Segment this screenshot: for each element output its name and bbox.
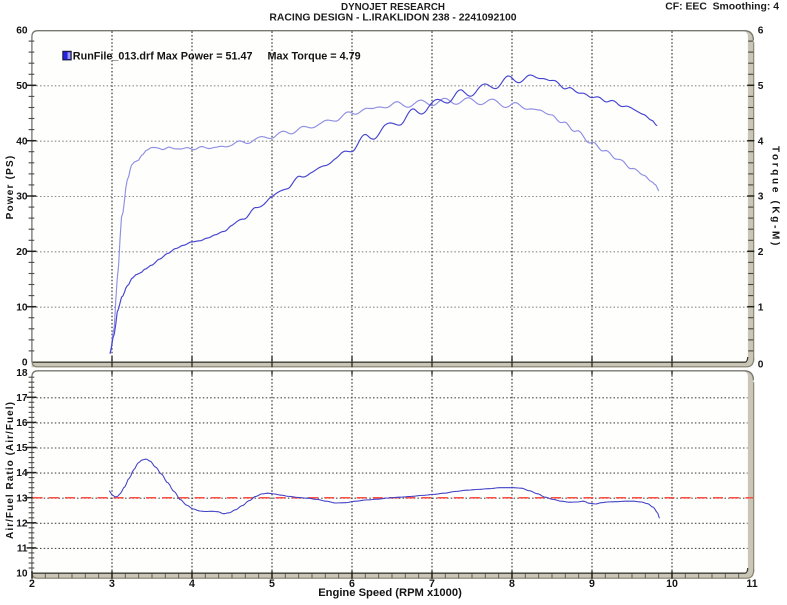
svg-text:4: 4	[758, 136, 764, 147]
svg-text:2: 2	[758, 247, 764, 258]
svg-text:Engine Speed (RPM x1000): Engine Speed (RPM x1000)	[318, 587, 462, 599]
svg-text:0: 0	[758, 360, 764, 371]
svg-text:Air/Fuel Ratio (Air/Fuel): Air/Fuel Ratio (Air/Fuel)	[5, 401, 16, 539]
svg-text:11: 11	[17, 544, 28, 555]
svg-text:3: 3	[109, 578, 115, 590]
svg-text:10: 10	[16, 569, 28, 580]
svg-text:5: 5	[758, 81, 764, 92]
svg-text:50: 50	[16, 81, 28, 92]
svg-text:5: 5	[269, 578, 275, 590]
svg-text:12: 12	[16, 518, 28, 529]
svg-text:3: 3	[758, 192, 764, 203]
svg-text:2: 2	[29, 578, 35, 590]
svg-text:17: 17	[16, 393, 28, 404]
svg-text:RunFile_013.drf Max Power = 51: RunFile_013.drf Max Power = 51.47	[73, 51, 253, 63]
svg-text:15: 15	[16, 443, 28, 454]
svg-text:10: 10	[666, 578, 678, 590]
svg-text:20: 20	[16, 247, 28, 258]
svg-text:DYNOJET RESEARCH: DYNOJET RESEARCH	[341, 2, 445, 13]
svg-text:Torque (Kg-M): Torque (Kg-M)	[770, 146, 781, 248]
svg-text:14: 14	[16, 468, 28, 479]
svg-text:6: 6	[758, 26, 764, 37]
svg-text:Power (PS): Power (PS)	[5, 155, 16, 220]
svg-text:CF: EEC Smoothing: 4: CF: EEC Smoothing: 4	[665, 2, 779, 13]
svg-text:6: 6	[349, 578, 355, 590]
svg-text:0: 0	[22, 358, 28, 369]
svg-text:18: 18	[16, 368, 28, 379]
svg-text:16: 16	[16, 418, 28, 429]
svg-text:RACING DESIGN - L.IRAKLIDON 23: RACING DESIGN - L.IRAKLIDON 238 - 224109…	[269, 13, 516, 24]
svg-text:7: 7	[429, 578, 435, 590]
svg-text:4: 4	[189, 578, 195, 590]
svg-text:8: 8	[509, 578, 515, 590]
svg-text:13: 13	[16, 493, 28, 504]
svg-text:9: 9	[589, 578, 595, 590]
svg-text:Max Torque = 4.79: Max Torque = 4.79	[268, 51, 361, 63]
svg-text:60: 60	[16, 26, 28, 37]
svg-text:10: 10	[16, 302, 28, 313]
svg-text:40: 40	[16, 136, 28, 147]
svg-text:1: 1	[758, 302, 764, 313]
svg-text:30: 30	[16, 192, 28, 203]
svg-text:11: 11	[746, 578, 757, 590]
